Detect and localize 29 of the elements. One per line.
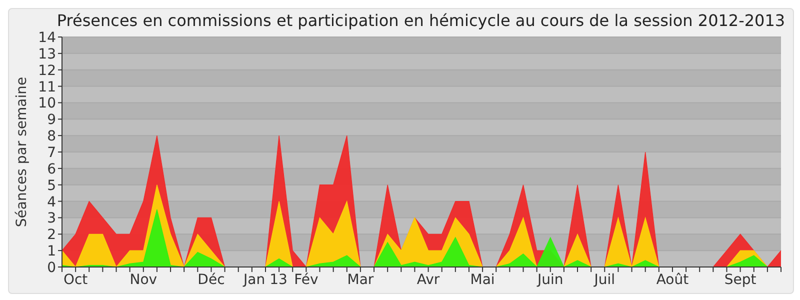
y-tick-label: 11 [38,79,56,96]
y-tick-label: 9 [47,112,56,128]
y-tick-label: 2 [47,227,56,244]
y-tick-label: 5 [47,178,56,194]
y-tick-label: 7 [47,144,56,161]
y-tick-label: 8 [47,128,56,145]
y-tick-label: 6 [47,161,56,178]
y-tick-label: 1 [47,244,56,260]
y-tick-label: 10 [38,96,56,112]
x-tick-label: Oct [63,272,88,288]
x-tick-label: Mar [347,272,374,288]
y-tick-label: 13 [38,46,56,62]
y-tick-label: 4 [47,194,56,210]
x-tick-label: Sept [724,272,757,288]
x-tick-label: Août [656,272,690,288]
y-tick-label: 0 [47,260,56,276]
y-tick-label: 12 [38,62,56,79]
x-tick-label: Déc [198,272,225,288]
x-tick-label: Fév [294,272,318,288]
y-tick-label: 14 [38,30,56,46]
x-tick-label: Juin [536,272,564,288]
chart-title: Présences en commissions et participation en hémicycle au cours de la session 2012-2013 [56,11,786,30]
x-tick-label: Juil [593,272,616,288]
y-tick-label: 3 [47,210,56,227]
x-tick-label: Mai [470,272,495,288]
y-axis-title: Séances par semaine [14,76,30,228]
x-tick-label: Avr [416,272,440,288]
x-tick-label: Nov [130,272,158,288]
x-tick-label: Jan 13 [242,272,288,288]
